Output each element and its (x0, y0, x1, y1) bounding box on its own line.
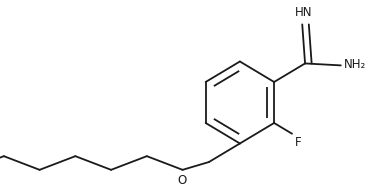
Text: NH₂: NH₂ (344, 58, 366, 71)
Text: HN: HN (295, 5, 313, 19)
Text: F: F (295, 136, 302, 149)
Text: O: O (177, 174, 186, 187)
